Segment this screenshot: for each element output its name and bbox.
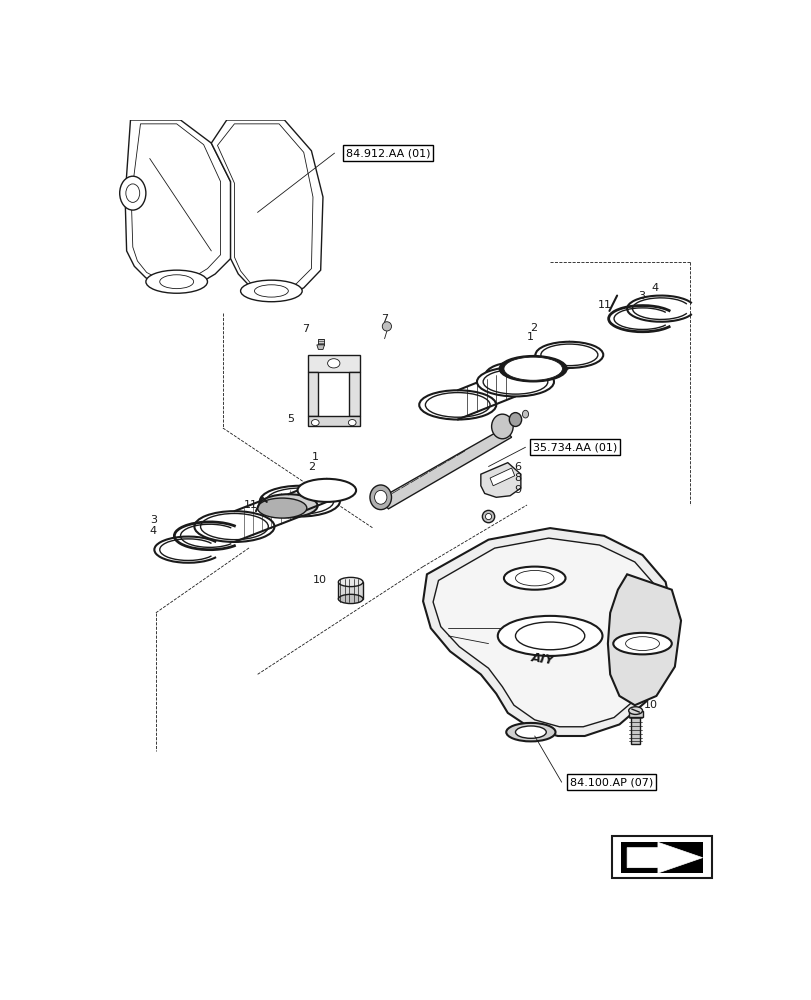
Text: 1: 1	[526, 332, 534, 342]
Ellipse shape	[257, 498, 307, 518]
Polygon shape	[490, 468, 514, 486]
Ellipse shape	[160, 275, 193, 289]
Polygon shape	[423, 528, 672, 736]
Text: 35.734.AA (01): 35.734.AA (01)	[532, 442, 616, 452]
Polygon shape	[432, 538, 663, 727]
Polygon shape	[630, 717, 639, 744]
Ellipse shape	[504, 567, 564, 590]
Text: 5: 5	[286, 414, 294, 424]
Text: 11: 11	[243, 500, 257, 510]
Ellipse shape	[382, 322, 391, 331]
Bar	[620, 842, 702, 873]
Ellipse shape	[146, 270, 208, 293]
Ellipse shape	[504, 357, 562, 380]
Text: 9: 9	[514, 485, 521, 495]
Text: 11: 11	[597, 300, 611, 310]
Text: 7: 7	[380, 314, 388, 324]
Ellipse shape	[119, 176, 146, 210]
Ellipse shape	[425, 393, 490, 417]
Ellipse shape	[194, 511, 274, 542]
Text: 4: 4	[651, 283, 658, 293]
Polygon shape	[211, 120, 323, 297]
Bar	[611, 836, 711, 878]
Ellipse shape	[624, 637, 659, 651]
Ellipse shape	[515, 622, 584, 650]
Ellipse shape	[485, 362, 552, 388]
Polygon shape	[307, 416, 359, 426]
Ellipse shape	[259, 494, 317, 517]
Text: 84.100.AP (07): 84.100.AP (07)	[569, 777, 653, 787]
Text: 1: 1	[311, 452, 318, 462]
Ellipse shape	[126, 184, 139, 202]
Text: 4: 4	[149, 526, 157, 536]
Polygon shape	[379, 428, 511, 509]
Polygon shape	[480, 463, 520, 497]
Text: AIY: AIY	[530, 651, 554, 667]
Ellipse shape	[491, 414, 513, 439]
Ellipse shape	[482, 510, 494, 523]
Ellipse shape	[240, 280, 302, 302]
Text: 7: 7	[302, 324, 309, 334]
Text: 8: 8	[514, 473, 521, 483]
Text: 2: 2	[308, 462, 315, 472]
Ellipse shape	[418, 390, 496, 420]
Polygon shape	[316, 345, 324, 349]
Ellipse shape	[327, 359, 340, 368]
Text: 10: 10	[643, 700, 657, 710]
Ellipse shape	[485, 513, 491, 520]
Ellipse shape	[540, 344, 597, 366]
Text: 3: 3	[149, 515, 157, 525]
Polygon shape	[131, 124, 221, 282]
Polygon shape	[607, 574, 680, 705]
Ellipse shape	[534, 342, 603, 368]
Ellipse shape	[612, 633, 671, 654]
Ellipse shape	[483, 369, 547, 394]
Text: 84.912.AA (01): 84.912.AA (01)	[345, 148, 430, 158]
Polygon shape	[317, 339, 324, 345]
Polygon shape	[626, 842, 702, 873]
Ellipse shape	[311, 420, 319, 426]
Ellipse shape	[338, 594, 363, 604]
Polygon shape	[349, 372, 359, 416]
Ellipse shape	[348, 420, 356, 426]
Ellipse shape	[628, 707, 642, 714]
Ellipse shape	[338, 577, 363, 587]
Polygon shape	[125, 120, 230, 289]
Ellipse shape	[374, 490, 386, 504]
Ellipse shape	[508, 413, 521, 426]
Polygon shape	[338, 582, 363, 599]
Text: 3: 3	[637, 291, 644, 301]
Ellipse shape	[200, 513, 268, 540]
Ellipse shape	[505, 723, 555, 741]
Ellipse shape	[515, 726, 546, 738]
Ellipse shape	[515, 570, 553, 586]
Polygon shape	[307, 355, 359, 372]
Ellipse shape	[266, 488, 333, 514]
Ellipse shape	[521, 410, 528, 418]
Text: 10: 10	[312, 575, 327, 585]
Ellipse shape	[297, 479, 356, 502]
Text: 6: 6	[514, 462, 521, 472]
Polygon shape	[217, 124, 312, 292]
Ellipse shape	[476, 367, 553, 396]
Polygon shape	[307, 372, 318, 416]
Polygon shape	[628, 711, 642, 717]
Ellipse shape	[499, 356, 566, 382]
Ellipse shape	[497, 616, 602, 656]
Text: 2: 2	[530, 323, 537, 333]
Ellipse shape	[370, 485, 391, 510]
Ellipse shape	[254, 285, 288, 297]
Ellipse shape	[260, 486, 340, 517]
